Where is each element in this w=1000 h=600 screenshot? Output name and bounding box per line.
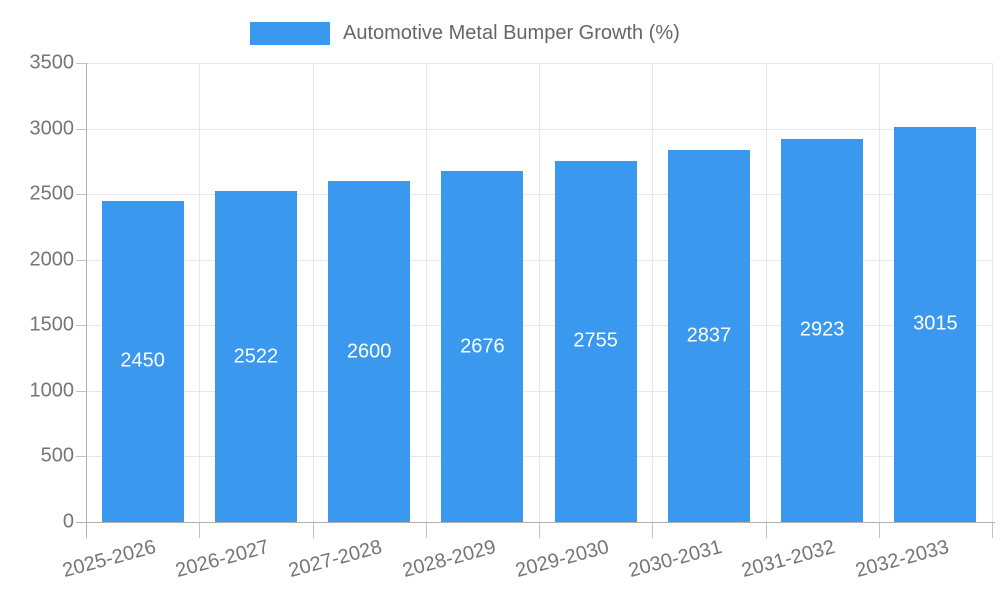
y-axis-line [86,63,87,538]
x-gridline [312,63,314,522]
x-axis-tick-label: 2027-2028 [286,536,385,583]
bar-value-label: 2923 [799,318,845,341]
x-axis-tick [878,522,880,538]
y-axis-tick [76,325,86,327]
bar-value-label: 2837 [686,324,732,347]
legend-label: Automotive Metal Bumper Growth (%) [343,22,680,44]
y-axis-tick [76,259,86,261]
x-axis-tick [539,522,540,538]
y-axis-tick [76,128,86,130]
bar[interactable] [328,181,411,522]
bar[interactable] [441,171,524,522]
x-axis-tick [652,522,654,538]
x-gridline [992,63,993,522]
y-axis-tick [76,194,86,196]
y-axis-tick-label: 3500 [29,51,75,74]
y-axis-tick-label: 0 [62,510,74,533]
bar[interactable] [214,191,297,522]
bar-value-label: 2600 [346,340,392,362]
legend-swatch [250,22,330,45]
y-axis-tick-label: 1500 [29,313,75,336]
x-axis-tick-label: 2031-2032 [739,536,838,583]
x-gridline [652,63,654,522]
x-axis-tick-label: 2025-2026 [60,536,159,583]
x-gridline [199,63,201,522]
bar[interactable] [894,126,977,522]
y-axis-tick [76,390,86,392]
bar-value-label: 2755 [573,329,618,352]
x-gridline [425,63,427,522]
y-axis-tick-label: 2000 [29,248,75,271]
x-axis-tick-label: 2032-2033 [852,536,952,583]
bar[interactable] [554,160,637,522]
x-axis-tick-label: 2029-2030 [513,536,612,583]
bar-value-label: 2450 [120,349,165,372]
bar-value-label: 3015 [913,312,958,335]
x-axis-tick-label: 2028-2029 [399,536,499,583]
bar[interactable] [667,149,750,522]
bar-value-label: 2522 [233,345,279,368]
x-axis-tick [425,522,427,538]
y-axis-tick [76,63,86,64]
y-axis-tick-label: 500 [40,444,74,467]
y-axis-tick-label: 1000 [29,379,75,402]
y-axis-tick-label: 2500 [29,182,75,205]
bar[interactable] [781,138,864,522]
x-axis-tick [199,522,201,538]
x-axis-line [76,522,995,523]
x-axis-tick [992,522,993,538]
x-axis-tick [765,522,767,538]
y-axis-tick-label: 3000 [29,117,75,140]
bar[interactable] [101,200,184,522]
x-axis-tick-label: 2030-2031 [626,536,725,583]
x-axis-tick [312,522,314,538]
x-gridline [765,63,767,522]
bar-value-label: 2676 [460,335,505,358]
x-gridline [539,63,540,522]
x-gridline [878,63,880,522]
y-axis-tick [76,456,86,458]
x-axis-tick-label: 2026-2027 [173,536,272,583]
legend-item[interactable]: Automotive Metal Bumper Growth (%) [250,19,680,48]
